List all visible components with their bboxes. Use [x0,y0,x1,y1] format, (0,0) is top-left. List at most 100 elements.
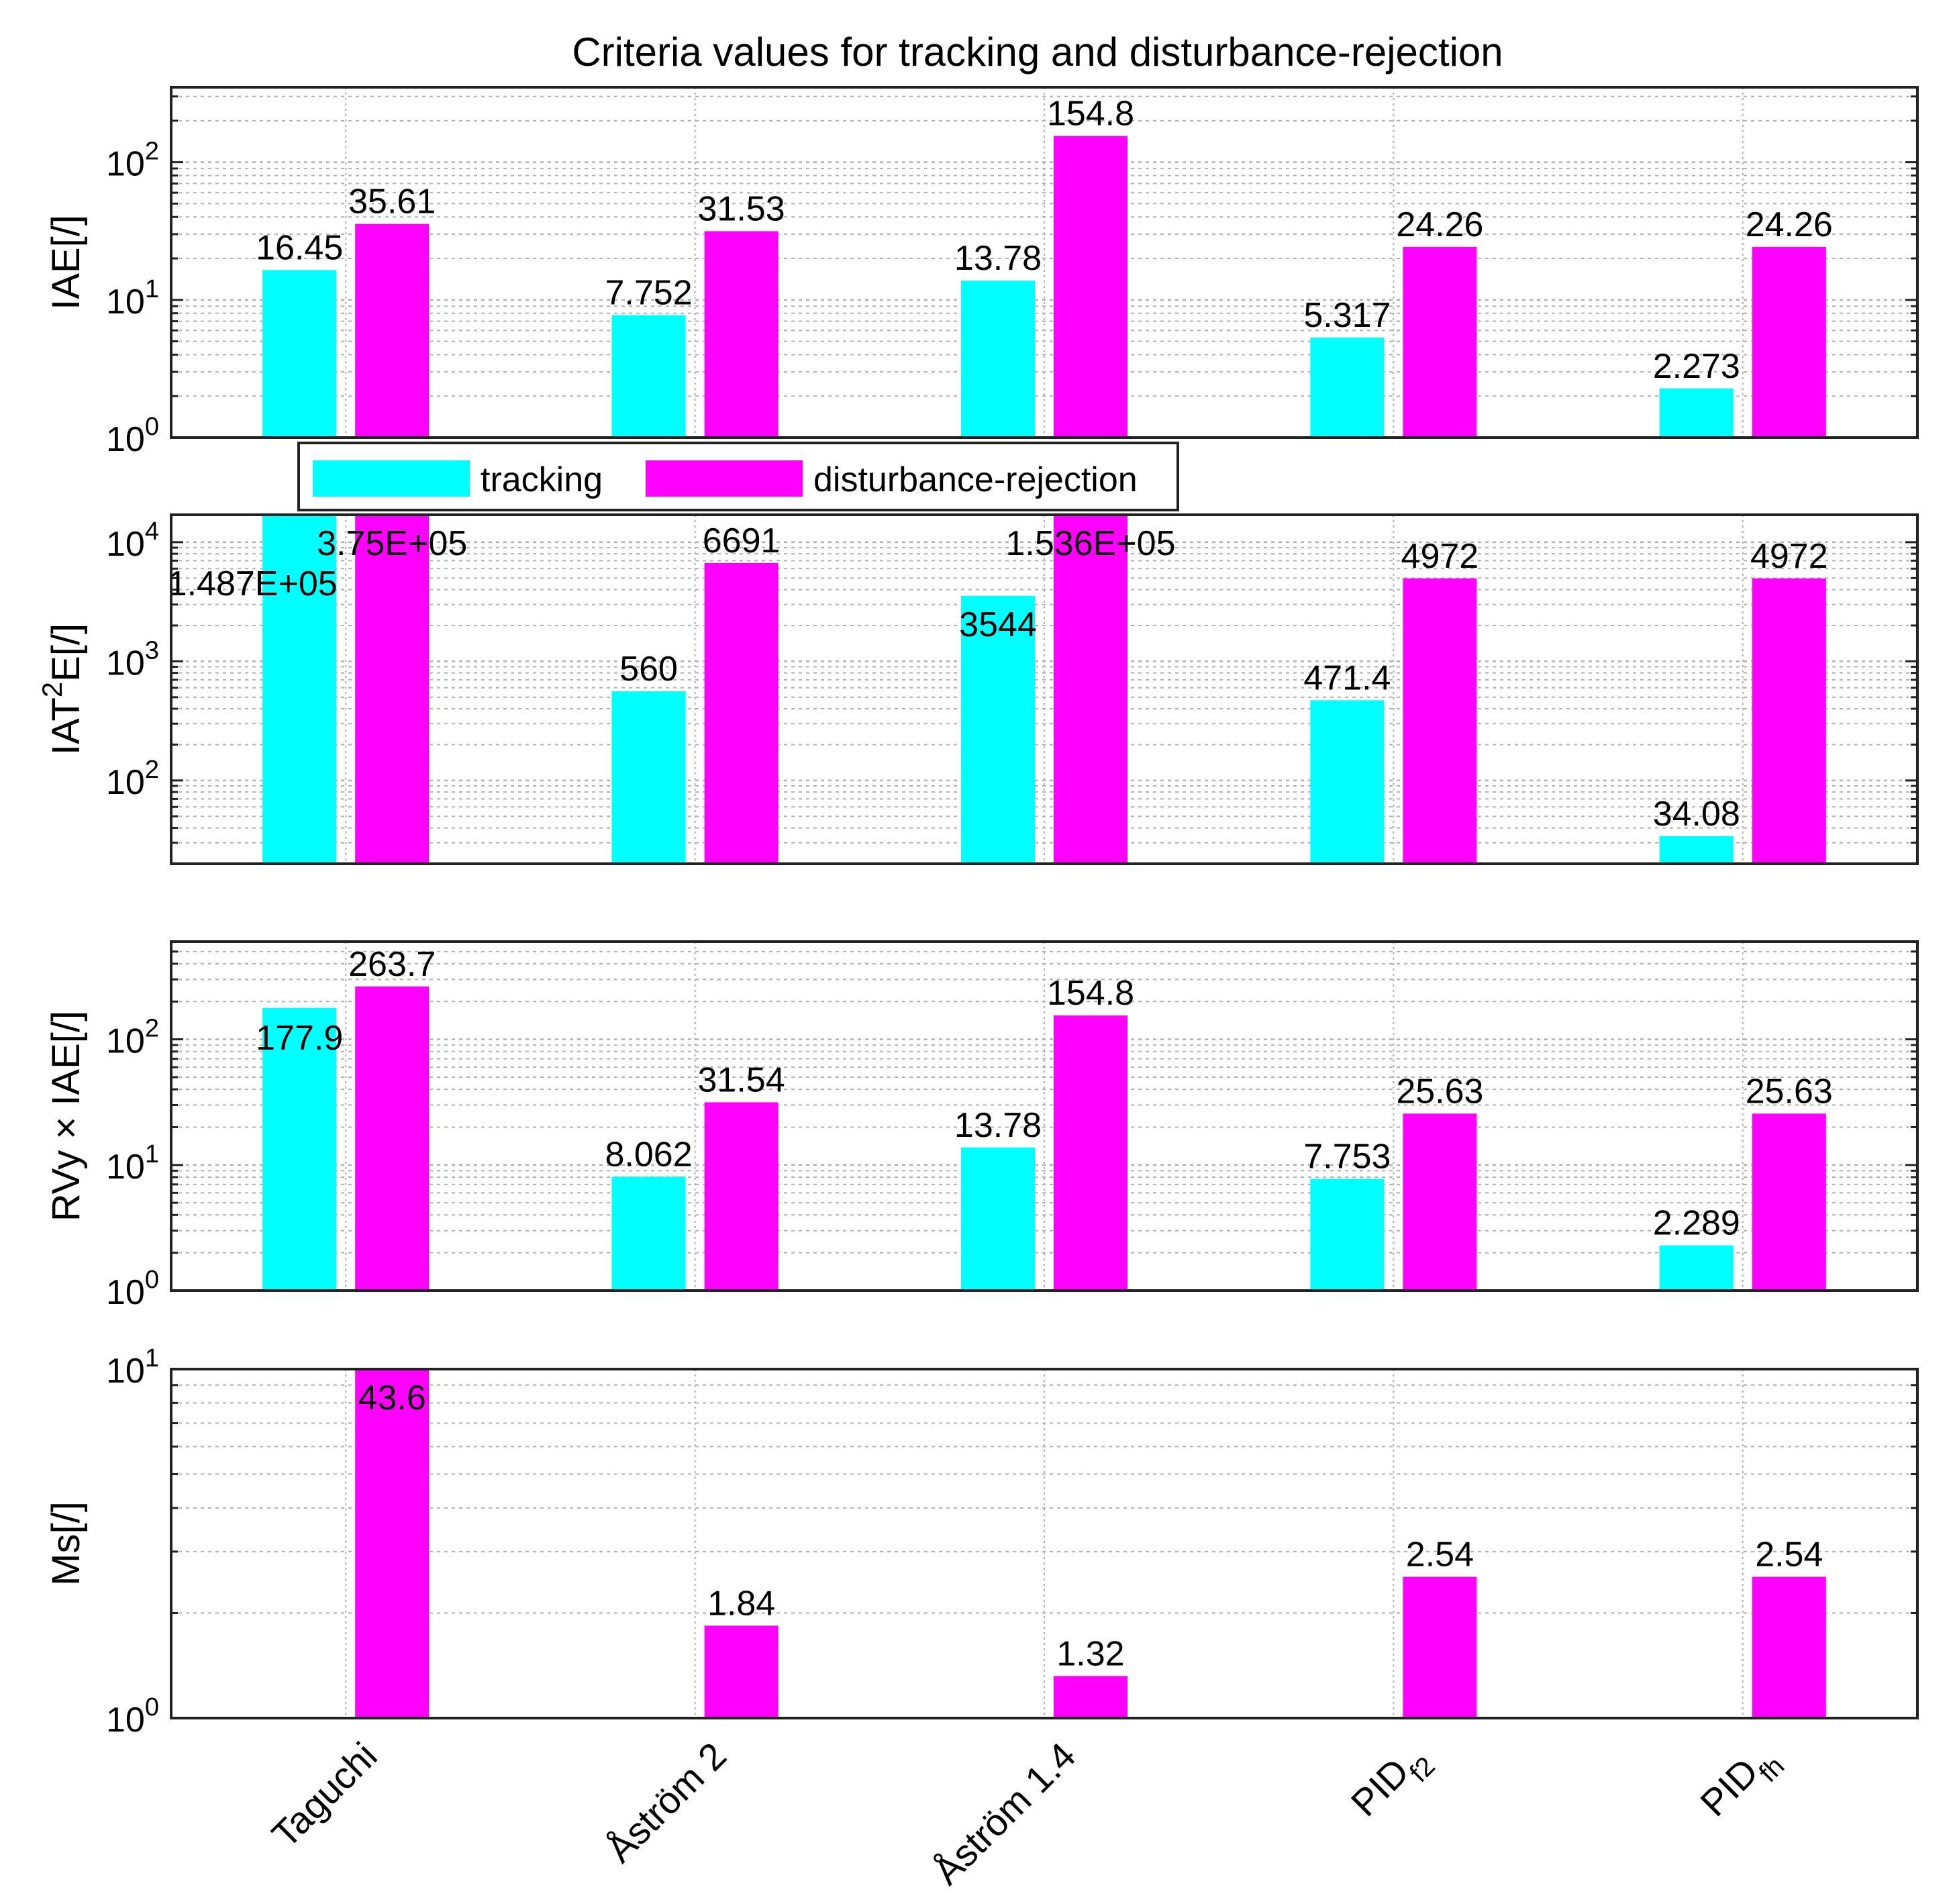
bar-disturbance-0 [355,1369,430,1718]
bar-disturbance-4 [1752,1576,1826,1718]
bars [262,515,1826,864]
y-tick-label: 104 [106,517,159,564]
axes-frame [170,940,1919,1292]
chart-title: Criteria values for tracking and disturb… [572,30,1503,74]
data-label: 1.536E+05 [1005,524,1175,563]
data-label: 31.54 [698,1060,785,1099]
y-tick-label: 101 [106,275,159,321]
y-tick-labels: 102 103 104 [106,517,159,802]
bar-disturbance-3 [1403,246,1477,438]
y-tick-label: 102 [106,138,159,184]
axes-frame [170,513,1919,865]
data-label: 25.63 [1396,1072,1483,1111]
data-label: 13.78 [954,1106,1042,1145]
bar-tracking-3 [1310,700,1385,864]
x-tick-label: Åström 1.4 [925,1734,1083,1893]
data-labels: 1.487E+05 560 3544 471.4 34.08 3.75E+05 6691 1.… [168,521,1828,834]
legend-swatch-tracking [313,460,470,497]
data-labels: 177.9 8.062 13.78 7.753 2.289 263.7 31.54 154.8… [256,945,1833,1243]
bar-disturbance-2 [1054,136,1127,438]
data-label: 560 [619,650,678,689]
data-label: 4972 [1750,537,1828,576]
panels-group: 16.45 7.752 13.78 5.317 2.273 35.61 31.53 154.8… [36,86,1919,1740]
data-label: 43.6 [358,1379,426,1417]
y-tick-label: 102 [106,756,159,802]
y-tick-labels: 100 101 102 [106,1015,159,1312]
data-label: 35.61 [348,183,436,221]
bar-tracking-4 [1659,388,1734,438]
bar-disturbance-2 [1054,1676,1127,1718]
bar-disturbance-1 [704,231,779,438]
data-labels: 43.6 1.84 1.32 2.54 2.54 [358,1379,1823,1673]
data-label: 24.26 [1396,205,1483,244]
data-label: 34.08 [1653,795,1740,834]
y-tick-label: 100 [106,1693,159,1740]
bar-tracking-0 [262,1007,337,1291]
bar-disturbance-0 [355,515,430,864]
y-tick-labels: 100 101 102 [106,138,159,459]
axes-frame [170,86,1919,439]
data-label: 8.062 [605,1135,693,1174]
bar-tracking-1 [611,315,686,438]
data-label: 2.289 [1653,1204,1740,1243]
axes-frame [170,1368,1919,1719]
y-tick-label: 101 [106,1140,159,1187]
data-label: 1.32 [1056,1634,1124,1673]
data-label: 3544 [959,605,1037,644]
data-label: 24.26 [1746,205,1833,244]
data-label: 5.317 [1303,296,1391,335]
bar-disturbance-1 [704,562,779,864]
data-label: 3.75E+05 [317,524,467,563]
bar-tracking-2 [961,281,1035,438]
bar-disturbance-3 [1403,1113,1477,1291]
data-label: 471.4 [1303,658,1391,697]
bars [262,986,1826,1291]
legend-label-tracking: tracking [481,460,603,499]
data-label: 2.273 [1653,347,1740,386]
y-axis-label: IAT2E[/] [36,623,88,755]
y-tick-label: 100 [106,413,159,459]
y-tick-label: 103 [106,636,159,683]
data-label: 31.53 [698,189,785,228]
y-tick-labels: 100 101 [106,1344,159,1740]
bar-disturbance-4 [1752,578,1826,864]
y-axis-label: Ms[/] [44,1501,88,1586]
bar-disturbance-4 [1752,1113,1826,1291]
gridlines [171,942,1917,1291]
bars [262,136,1826,438]
bar-disturbance-2 [1054,1015,1127,1291]
data-label: 25.63 [1746,1072,1833,1111]
data-label: 6691 [703,521,781,560]
gridlines [171,87,1917,438]
data-label: 154.8 [1047,974,1134,1013]
legend-label-disturbance-rejection: disturbance-rejection [813,460,1138,499]
x-tick-label: PIDfh [1692,1734,1790,1832]
bar-disturbance-0 [355,986,430,1291]
data-label: 2.54 [1755,1535,1823,1574]
panel-2: 1.487E+05 560 3544 471.4 34.08 3.75E+05 6691 1.… [36,513,1919,865]
data-label: 4972 [1401,537,1479,576]
data-label: 13.78 [954,239,1042,278]
legend-swatch-disturbance [646,460,803,497]
bar-disturbance-1 [704,1625,779,1718]
bar-tracking-1 [611,1176,686,1291]
bars [355,1369,1826,1718]
panel-3: 177.9 8.062 13.78 7.753 2.289 263.7 31.54 154.8… [44,940,1919,1312]
bar-disturbance-4 [1752,246,1826,438]
bar-tracking-4 [1659,1245,1734,1291]
bar-tracking-4 [1659,836,1734,864]
y-tick-label: 101 [106,1344,159,1391]
bar-tracking-0 [262,270,337,438]
data-label: 1.84 [707,1584,775,1623]
bar-tracking-0 [262,515,337,864]
bar-disturbance-1 [704,1102,779,1291]
y-axis-label: IAE[/] [44,215,88,310]
data-label: 16.45 [256,228,343,267]
panel-1: 16.45 7.752 13.78 5.317 2.273 35.61 31.53 154.8… [44,86,1919,459]
bar-disturbance-0 [355,223,430,438]
bar-tracking-2 [961,1147,1035,1291]
bar-disturbance-3 [1403,578,1477,864]
bar-tracking-2 [961,595,1035,864]
data-label: 7.753 [1303,1138,1391,1176]
